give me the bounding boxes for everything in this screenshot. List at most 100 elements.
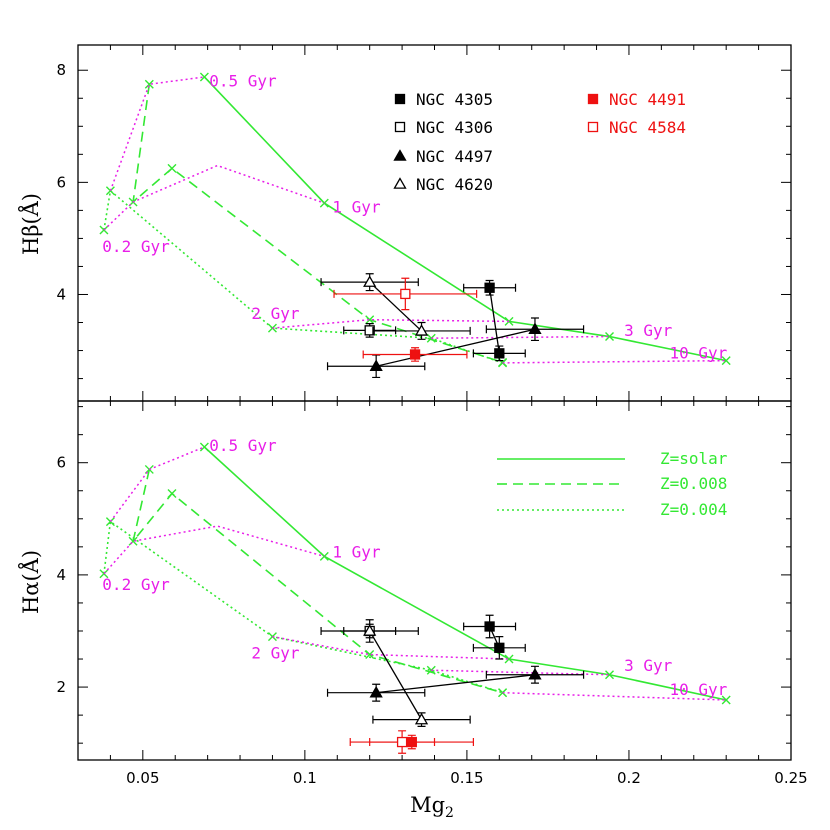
legend-galaxy-label: NGC 4584 [609,118,686,137]
legend-galaxy-marker [393,177,407,189]
halpha-model-point [365,650,375,660]
legend-galaxy-label: NGC 4305 [416,90,493,109]
halpha-model-point [498,688,508,698]
hbeta-object-marker [528,322,542,335]
halpha-y-tick-label: 2 [56,678,66,696]
hbeta-isochrone [502,359,727,364]
panel-hbeta: 4 6 8 Hβ(Å) 0.5 Gyr 1 Gyr 0.2 Gyr 2 Gyr 3 Gyr 1… [18,44,792,402]
hbeta-model-point [721,356,731,366]
hbeta-object-link [376,328,536,367]
x-axis-label: Mg2 [410,793,454,821]
hbeta-age-label: 0.2 Gyr [102,237,170,256]
hbeta-model-point [99,225,109,235]
hbeta-isochrone [431,335,610,339]
hbeta-model-point [605,332,615,342]
hbeta-age-label: 2 Gyr [251,304,300,323]
x-tick-label: 0.25 [774,769,807,787]
hbeta-object-marker [409,349,421,360]
legend-galaxy-marker [587,93,599,105]
halpha-age-labels: 0.5 Gyr 1 Gyr 0.2 Gyr 2 Gyr 3 Gyr 10 Gyr [102,436,727,699]
x-tick-label: 0.1 [293,769,317,787]
halpha-age-label: 0.2 Gyr [102,575,170,594]
legend-galaxy-label: NGC 4497 [416,147,493,166]
hbeta-age-label: 1 Gyr [332,198,381,217]
legend-model-label: Z=0.004 [660,500,727,519]
halpha-object-link [376,674,536,694]
hbeta-model-point [365,315,375,325]
hbeta-object-marker [369,359,383,372]
hbeta-isochrone [109,76,205,192]
legend-galaxy-marker [394,93,406,105]
halpha-age-label: 0.5 Gyr [209,436,277,455]
x-tick-label: 0.05 [126,769,159,787]
hbeta-model-point [144,79,154,89]
halpha-model-point [504,654,514,664]
hbeta-object-link [488,287,500,354]
halpha-object-marker [414,712,429,725]
hbeta-age-label: 3 Gyr [624,321,673,340]
legend-galaxy-marker [394,121,406,133]
hbeta-y-tick-label: 8 [56,61,66,79]
hbeta-y-tick-label: 6 [56,173,66,191]
halpha-model-line [132,469,503,694]
legend-model-label: Z=0.008 [660,474,727,493]
halpha-model-point [167,489,177,499]
hbeta-ylabel: Hβ(Å) [18,193,43,255]
halpha-model-point [99,569,109,579]
halpha-object-marker [369,685,383,698]
panel-halpha: 2 4 6 Hα(Å) 0.5 Gyr 1 Gyr 0.2 Gyr 2 Gyr 3 Gyr 1… [18,400,792,761]
halpha-isochrone [502,691,727,701]
hbeta-axes: 4 6 8 [56,61,791,380]
halpha-object-marker [494,642,505,653]
hbeta-model-lines [99,72,731,368]
legend-galaxies: NGC 4305 NGC 4306 NGC 4497 NGC 4620 NGC 4491… [393,90,686,194]
hbeta-isochrone [103,164,325,231]
hbeta-model-point [105,186,115,196]
legend-model-label: Z=solar [660,449,728,468]
hbeta-object-marker [400,288,411,300]
legend-galaxy-label: NGC 4491 [609,90,686,109]
halpha-object-link [369,630,423,720]
hbeta-model-line [103,189,503,364]
halpha-model-point [199,442,209,452]
hbeta-object-marker [363,275,377,287]
hbeta-isochrone [272,318,510,329]
halpha-axes: 2 4 6 [56,406,791,744]
x-tick-label: 0.2 [617,769,641,787]
hbeta-object-marker [484,282,495,293]
halpha-object-marker [528,667,542,680]
hbeta-age-label: 10 Gyr [669,343,727,362]
halpha-y-tick-label: 4 [56,566,66,584]
hbeta-model-point [319,198,329,208]
halpha-age-label: 10 Gyr [669,680,727,699]
x-axis: 0.05 0.1 0.15 0.2 0.25 [77,45,808,787]
halpha-object-marker [363,624,377,636]
halpha-model-point [426,665,436,675]
hbeta-model-point [167,163,177,173]
hbeta-galaxy-points [320,273,585,379]
halpha-model-point [105,517,115,527]
hbeta-model-line [132,84,503,364]
halpha-model-lines [99,442,731,705]
legend-galaxy-label: NGC 4620 [416,175,493,194]
hbeta-age-label: 0.5 Gyr [209,71,277,90]
legend-galaxy-marker [393,149,407,161]
legend-galaxy-label: NGC 4306 [416,118,493,137]
halpha-ylabel: Hα(Å) [18,550,43,614]
hbeta-object-marker [494,348,505,359]
halpha-object-marker [396,736,408,748]
halpha-y-tick-label: 6 [56,454,66,472]
hbeta-model-point [426,333,436,343]
hbeta-age-labels: 0.5 Gyr 1 Gyr 0.2 Gyr 2 Gyr 3 Gyr 10 Gyr [102,71,727,362]
hbeta-object-marker [414,324,429,336]
halpha-age-label: 3 Gyr [624,656,673,675]
halpha-galaxy-points [320,614,585,754]
halpha-isochrone [272,635,510,660]
hbeta-model-point [504,316,514,326]
halpha-model-point [605,670,615,680]
hbeta-y-tick-label: 4 [56,285,66,303]
halpha-object-marker [484,621,495,632]
halpha-isochrone [109,446,205,523]
halpha-model-point [128,536,138,546]
halpha-age-label: 1 Gyr [332,542,381,561]
